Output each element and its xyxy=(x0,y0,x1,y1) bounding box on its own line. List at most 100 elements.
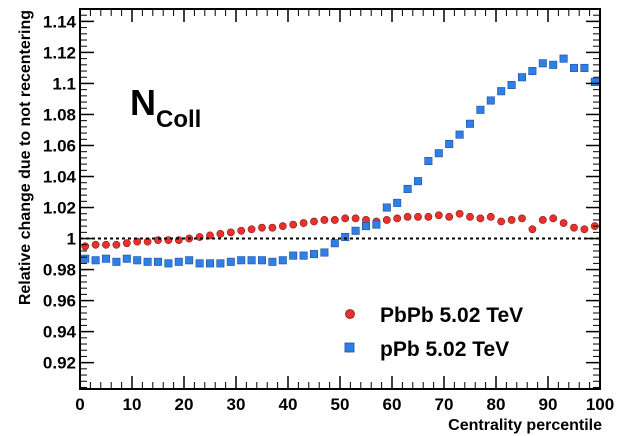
x-tick-label: 90 xyxy=(539,395,558,414)
x-tick-label: 100 xyxy=(586,395,614,414)
x-tick-label: 40 xyxy=(279,395,298,414)
plot-frame xyxy=(79,8,601,390)
pbpb-point xyxy=(393,214,402,223)
annotation-ncoll: NColl xyxy=(130,82,201,133)
pbpb-point xyxy=(341,214,350,223)
pbpb-point xyxy=(310,217,318,226)
pbpb-point xyxy=(268,223,277,232)
ppb-point xyxy=(143,257,152,266)
ppb-point xyxy=(517,73,526,82)
y-tick-label: 1.04 xyxy=(43,168,77,187)
ppb-point xyxy=(476,105,485,114)
ppb-point xyxy=(174,257,183,266)
pbpb-point xyxy=(424,212,433,221)
ppb-point xyxy=(330,239,339,248)
ppb-point xyxy=(372,220,381,229)
ppb-point xyxy=(309,250,318,259)
pbpb-point xyxy=(102,240,110,249)
annotation-sub: Coll xyxy=(156,106,201,133)
x-tick-label: 10 xyxy=(123,395,142,414)
ppb-point xyxy=(424,157,433,166)
legend: PbPb 5.02 TeV pPb 5.02 TeV xyxy=(344,304,523,361)
pbpb-point xyxy=(445,212,454,221)
ppb-point xyxy=(122,254,131,263)
ppb-point xyxy=(257,256,266,265)
x-tick-label: 0 xyxy=(75,395,84,414)
ppb-point xyxy=(278,256,287,265)
y-tick-label: 1 xyxy=(67,230,76,249)
pbpb-point xyxy=(455,209,464,218)
y-tick-label: 1.08 xyxy=(43,105,76,124)
pbpb-point xyxy=(486,212,495,221)
y-axis-label: Relative change due to not recentering xyxy=(17,10,34,305)
legend-label-ppb: pPb 5.02 TeV xyxy=(380,338,509,361)
ppb-point xyxy=(185,256,194,265)
ppb-point xyxy=(590,77,599,86)
pbpb-point xyxy=(258,223,266,232)
ppb-point xyxy=(393,198,402,207)
x-axis-label: Centrality percentile xyxy=(448,417,602,434)
ppb-point xyxy=(413,177,422,186)
ppb-point xyxy=(195,259,204,268)
pbpb-point xyxy=(414,212,422,221)
pbpb-point xyxy=(466,212,474,221)
ppb-point xyxy=(81,254,90,263)
pbpb-point xyxy=(570,223,578,232)
x-tick-label: 60 xyxy=(383,395,402,414)
ppb-point xyxy=(164,259,173,268)
ppb-point xyxy=(289,251,298,260)
pbpb-point xyxy=(580,225,589,234)
pbpb-point xyxy=(133,237,142,246)
legend-marker-ppb xyxy=(344,342,355,353)
ppb-point xyxy=(497,87,506,96)
ppb-point xyxy=(216,259,225,268)
legend-label-pbpb: PbPb 5.02 TeV xyxy=(380,304,523,327)
y-tick-label: 0.96 xyxy=(43,292,76,311)
ppb-point xyxy=(528,67,537,76)
ppb-point xyxy=(91,256,100,265)
ppb-point xyxy=(102,254,111,263)
pbpb-point xyxy=(403,212,412,221)
pbpb-point xyxy=(81,242,90,251)
ppb-point xyxy=(403,184,412,193)
pbpb-point xyxy=(434,211,443,220)
y-tick-label: 1.14 xyxy=(43,12,77,31)
ppb-point xyxy=(320,248,329,257)
pbpb-point xyxy=(507,216,516,224)
ppb-point xyxy=(133,256,142,265)
pbpb-point xyxy=(518,214,526,223)
ppb-point xyxy=(112,257,121,266)
ppb-point xyxy=(538,59,547,68)
ppb-point xyxy=(361,222,370,231)
ppb-point xyxy=(226,257,235,266)
ppb-point xyxy=(559,54,568,63)
pbpb-point xyxy=(320,216,329,224)
ppb-point xyxy=(486,96,495,105)
ppb-point xyxy=(434,149,443,158)
data-points xyxy=(81,54,599,268)
ppb-point xyxy=(580,63,589,72)
ppb-point xyxy=(154,257,163,266)
pbpb-point xyxy=(538,216,547,224)
x-tick-label: 80 xyxy=(487,395,506,414)
ppb-point xyxy=(445,139,454,148)
y-tick-label: 1.06 xyxy=(43,136,76,155)
y-tick-label: 0.92 xyxy=(43,354,76,373)
ppb-point xyxy=(237,256,246,265)
pbpb-point xyxy=(549,214,558,223)
ppb-point xyxy=(382,203,391,212)
pbpb-point xyxy=(278,222,287,231)
pbpb-point xyxy=(237,226,246,235)
pbpb-point xyxy=(476,214,485,223)
ppb-point xyxy=(247,256,256,265)
pbpb-point xyxy=(206,231,214,240)
ppb-point xyxy=(549,60,558,69)
ppb-point xyxy=(507,81,516,90)
pbpb-point xyxy=(289,220,298,229)
x-tick-label: 70 xyxy=(435,395,454,414)
y-tick-label: 0.94 xyxy=(43,323,77,342)
x-tick-label: 20 xyxy=(175,395,194,414)
pbpb-point xyxy=(216,229,225,238)
x-tick-label: 50 xyxy=(331,395,350,414)
y-tick-label: 0.98 xyxy=(43,261,76,280)
